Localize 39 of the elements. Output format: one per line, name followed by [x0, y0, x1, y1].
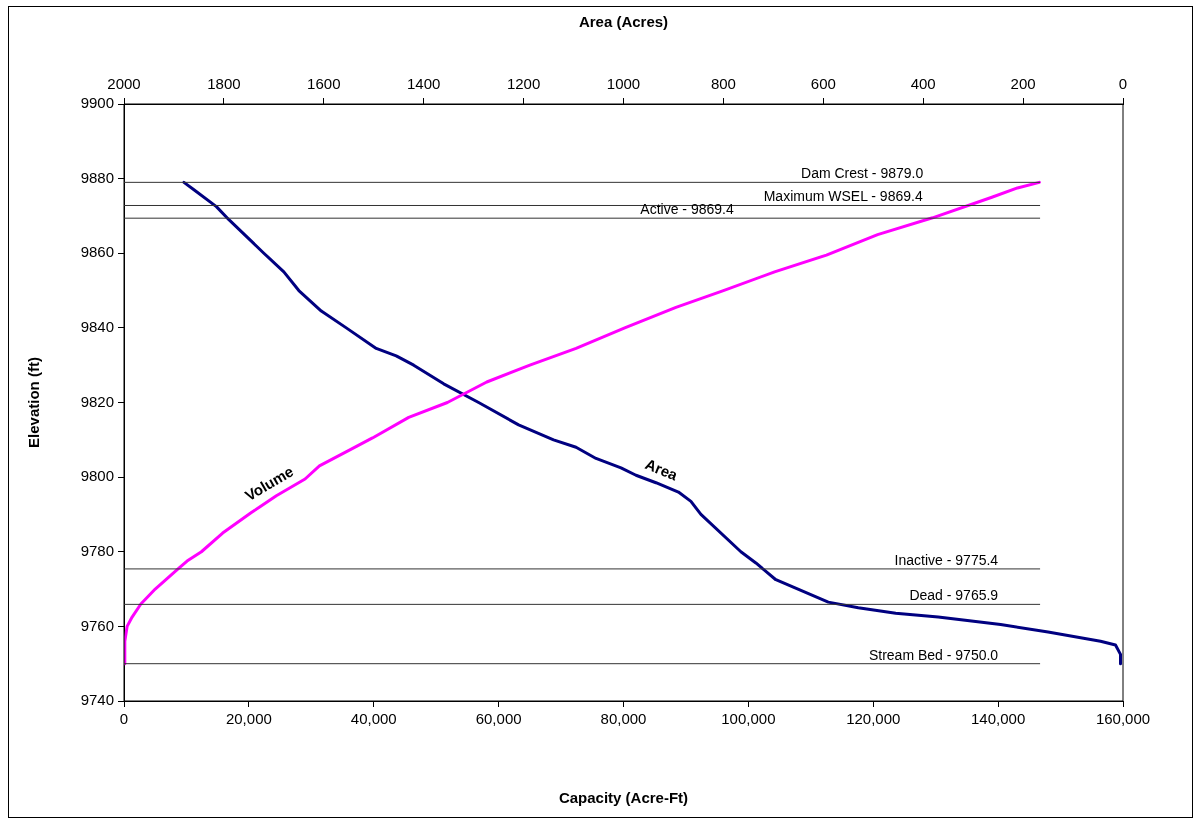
x2-tick-label: 1000	[606, 75, 641, 93]
x2-tick-label: 2000	[107, 75, 141, 93]
x2-tick-label: 200	[1010, 75, 1036, 93]
x2-tick-label: 400	[910, 75, 936, 93]
x-tick-label: 100,000	[721, 710, 776, 728]
text: Area	[642, 455, 681, 484]
y-tick-label: 9900	[80, 94, 114, 112]
x2-tick-label: 600	[810, 75, 836, 93]
y-tick-label: 9880	[80, 168, 114, 186]
ref-line-label: Maximum WSEL - 9869.4	[763, 188, 923, 205]
x-tick-label: 40,000	[350, 710, 397, 728]
x2-tick-label: 800	[710, 75, 736, 93]
x2-axis-title: Area (Acres)	[578, 13, 669, 31]
x2-tick-label: 1600	[307, 75, 341, 93]
x2-tick-label: 1400	[407, 75, 441, 93]
y-tick-label: 9780	[80, 541, 114, 559]
x2-tick-label: 0	[1118, 75, 1128, 93]
ref-line-label: Stream Bed - 9750.0	[868, 646, 999, 663]
y-tick-label: 9860	[80, 243, 114, 261]
x-tick-label: 60,000	[475, 710, 522, 728]
x2-tick-label: 1200	[506, 75, 541, 93]
x-axis-title: Capacity (Acre-Ft)	[558, 789, 689, 807]
y-tick-label: 9800	[80, 467, 114, 485]
y-axis-title: Elevation (ft)	[25, 357, 43, 448]
y-tick-label: 9740	[80, 691, 114, 709]
x-tick-label: 80,000	[600, 710, 647, 728]
x-tick-label: 140,000	[971, 710, 1026, 728]
x-tick-label: 0	[119, 710, 129, 728]
x-tick-label: 120,000	[846, 710, 901, 728]
ref-line-label: Dam Crest - 9879.0	[801, 165, 924, 182]
x-tick-label: 160,000	[1095, 710, 1151, 728]
x-tick-label: 20,000	[225, 710, 272, 728]
ref-line-label: Active - 9869.4	[640, 201, 734, 218]
y-tick-label: 9760	[80, 616, 114, 634]
y-tick-label: 9840	[80, 318, 114, 336]
ref-line-label: Dead - 9765.9	[909, 587, 999, 604]
y-tick-label: 9820	[80, 392, 114, 410]
ref-line-label: Inactive - 9775.4	[894, 551, 999, 568]
x2-tick-label: 1800	[207, 75, 241, 93]
